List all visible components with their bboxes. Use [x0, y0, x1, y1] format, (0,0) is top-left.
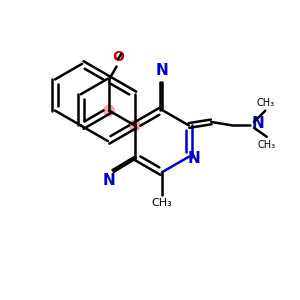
Text: CH₃: CH₃	[258, 140, 276, 150]
Text: N: N	[155, 63, 168, 78]
Text: N: N	[252, 116, 265, 131]
Text: N: N	[103, 173, 116, 188]
Circle shape	[130, 120, 140, 131]
Circle shape	[104, 105, 115, 116]
Text: N: N	[188, 151, 201, 166]
Text: CH₃: CH₃	[152, 198, 172, 208]
Text: CH₃: CH₃	[256, 98, 274, 108]
Text: O: O	[112, 50, 124, 64]
